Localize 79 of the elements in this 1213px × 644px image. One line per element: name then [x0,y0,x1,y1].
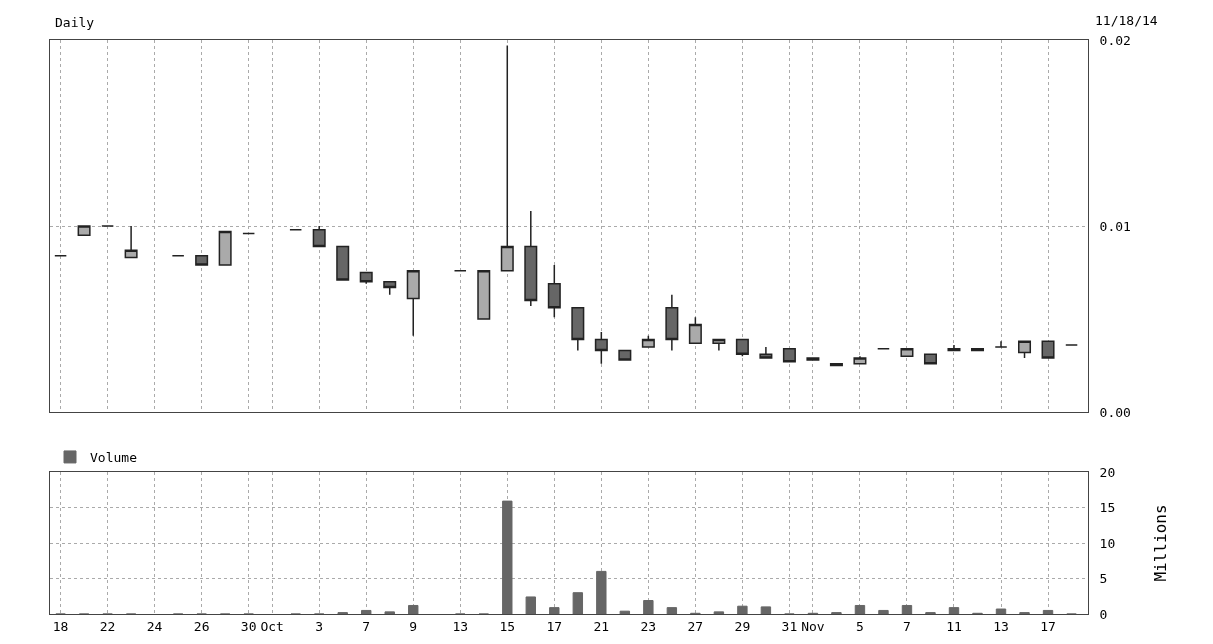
bar [619,610,631,614]
bar [1042,609,1054,614]
y-tick-label: 5 [1099,571,1108,587]
candlestick [453,269,467,272]
candlestick [712,338,726,352]
candlestick [242,232,256,235]
y-tick-label: 0.00 [1099,404,1131,420]
candlestick [735,338,749,357]
candlestick [312,225,326,248]
x-tick-label: 24 [146,618,163,634]
candlestick [383,281,397,296]
y-tick-label: 0.02 [1099,32,1131,48]
candlestick [782,348,796,363]
y-tick-label: 15 [1099,500,1116,516]
bar [713,611,725,614]
chart-title: Daily [55,14,95,30]
bar [760,606,772,614]
candlestick [218,230,232,266]
bar [361,609,372,614]
x-tick-label: 13 [993,618,1009,634]
x-tick-label: 7 [362,618,371,634]
bar [408,604,419,614]
x-tick-label: 17 [546,618,563,634]
candlestick [1041,340,1055,359]
y-tick-label: 0 [1099,606,1108,622]
candlestick [1018,340,1032,359]
candlestick [665,294,679,352]
candlestick [359,271,373,285]
candlestick [477,269,491,320]
x-tick-label: Oct [260,618,284,634]
y-tick-label: 10 [1099,535,1116,551]
x-tick-label: 9 [409,618,418,634]
x-tick-label: 15 [499,618,516,634]
x-tick-label: 5 [856,618,864,634]
candlestick [571,307,585,352]
candlestick [524,210,538,307]
candlestick [195,255,209,266]
bar [502,500,513,614]
x-tick-label: 26 [193,618,210,634]
bar [878,609,889,614]
candlestick [336,245,350,281]
candlestick [289,228,303,231]
legend-label: Volume [90,450,138,466]
x-tick-label: 22 [99,618,116,634]
y-axis-title: Millions [1150,504,1170,582]
bar [643,600,654,614]
candlestick [806,357,820,361]
bar [666,607,678,614]
x-tick-label: 27 [687,618,704,634]
text: 11/18/14 [1095,13,1158,28]
y-tick-label: 0.01 [1099,218,1131,234]
bar [572,592,584,614]
bar [596,570,607,614]
bar [525,596,536,614]
candlestick [594,331,608,365]
bar [901,604,913,614]
x-tick-label: Nov [801,618,825,634]
x-tick-label: 11 [946,618,962,634]
bar [854,604,866,614]
bar [549,607,560,614]
x-tick-label: 3 [315,618,324,634]
x-tick-label: 31 [781,618,798,634]
x-tick-label: 29 [734,618,751,634]
x-tick-label: 13 [452,618,469,634]
bar [384,611,395,614]
bar [995,608,1007,614]
x-tick-label: 21 [593,618,610,634]
bar [737,605,748,614]
x-tick-label: 17 [1040,618,1056,634]
candlestick [994,340,1008,348]
candlestick [618,349,632,361]
candlestick [547,264,561,318]
x-tick-label: 18 [52,618,69,634]
bar [948,607,960,614]
x-tick-label: 7 [903,618,911,634]
x-tick-label: 30 [240,618,257,634]
y-tick-label: 20 [1099,464,1116,480]
x-tick-label: 23 [640,618,657,634]
candlestick [759,346,773,359]
